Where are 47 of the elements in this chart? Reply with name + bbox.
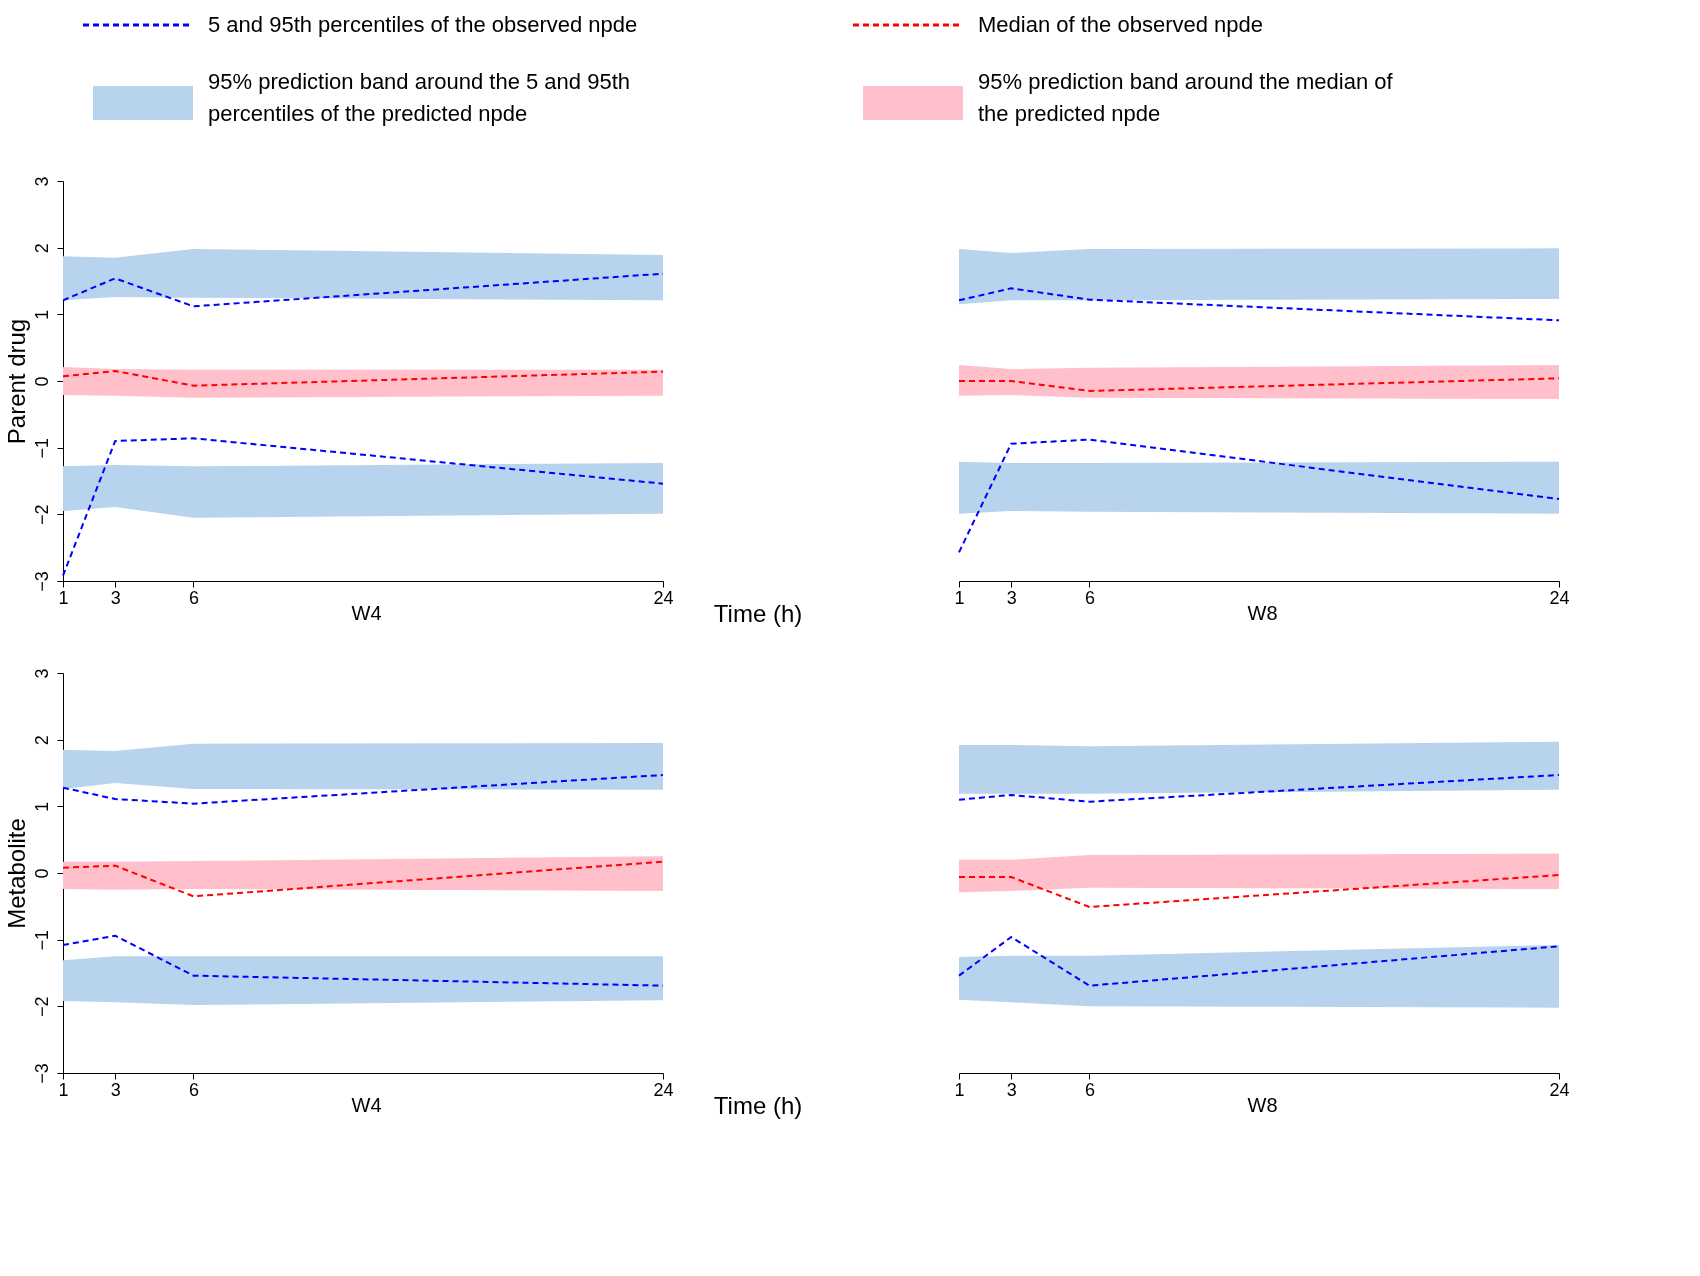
line-series: [62, 774, 664, 805]
legend-label: 95% prediction band around the 5 and 95th percentiles of the predicted npde: [208, 69, 630, 126]
y-axis-title: Metabolite: [2, 818, 30, 929]
legend-label: 5 and 95th percentiles of the observed npde: [208, 12, 638, 37]
x-tick-label: 3: [1006, 587, 1017, 608]
y-tick-label: 3: [31, 176, 52, 187]
x-axis-title: W8: [1247, 601, 1278, 624]
x-axis-title: W4: [351, 1093, 382, 1116]
line-series: [62, 860, 664, 898]
y-tick-label: 1: [31, 801, 52, 812]
x-tick-label: 1: [954, 587, 965, 608]
y-tick-label: 2: [31, 243, 52, 254]
y-tick-label: 2: [31, 735, 52, 746]
y-tick-label: −2: [31, 996, 52, 1018]
x-tick-label: 1: [58, 587, 69, 608]
y-tick-label: 0: [31, 376, 52, 387]
x-axis-title: W4: [351, 601, 382, 624]
x-tick-label: 3: [110, 1079, 121, 1100]
x-tick-label: 1: [58, 1079, 69, 1100]
y-tick-label: −1: [31, 437, 52, 459]
y-tick-label: 0: [31, 868, 52, 879]
x-tick-label: 1: [954, 1079, 965, 1100]
text: Time (h): [713, 600, 803, 627]
x-tick-label: 24: [653, 1079, 674, 1100]
y-tick-label: −1: [31, 929, 52, 951]
legend-label: 95% prediction band around the median of the predicted npde: [978, 69, 1394, 126]
y-tick-label: −3: [31, 1063, 52, 1084]
line-series: [62, 437, 664, 577]
line-series: [62, 934, 664, 987]
y-tick-label: 3: [31, 668, 52, 679]
x-tick-label: 6: [1084, 587, 1095, 608]
x-tick-label: 3: [110, 587, 121, 608]
x-tick-label: 6: [188, 1079, 199, 1100]
text: Time (h): [713, 1092, 803, 1119]
x-axis-title: W8: [1247, 1093, 1278, 1116]
line-series: [62, 370, 664, 387]
x-tick-label: 6: [188, 587, 199, 608]
y-tick-label: −2: [31, 504, 52, 526]
x-tick-label: 24: [653, 587, 674, 608]
x-tick-label: 24: [1549, 587, 1570, 608]
x-tick-label: 3: [1006, 1079, 1017, 1100]
y-axis-title: Parent drug: [2, 318, 30, 445]
y-tick-label: −3: [31, 571, 52, 592]
x-tick-label: 6: [1084, 1079, 1095, 1100]
y-tick-label: 1: [31, 309, 52, 320]
x-tick-label: 24: [1549, 1079, 1570, 1100]
legend-label: Median of the observed npde: [978, 12, 1263, 37]
